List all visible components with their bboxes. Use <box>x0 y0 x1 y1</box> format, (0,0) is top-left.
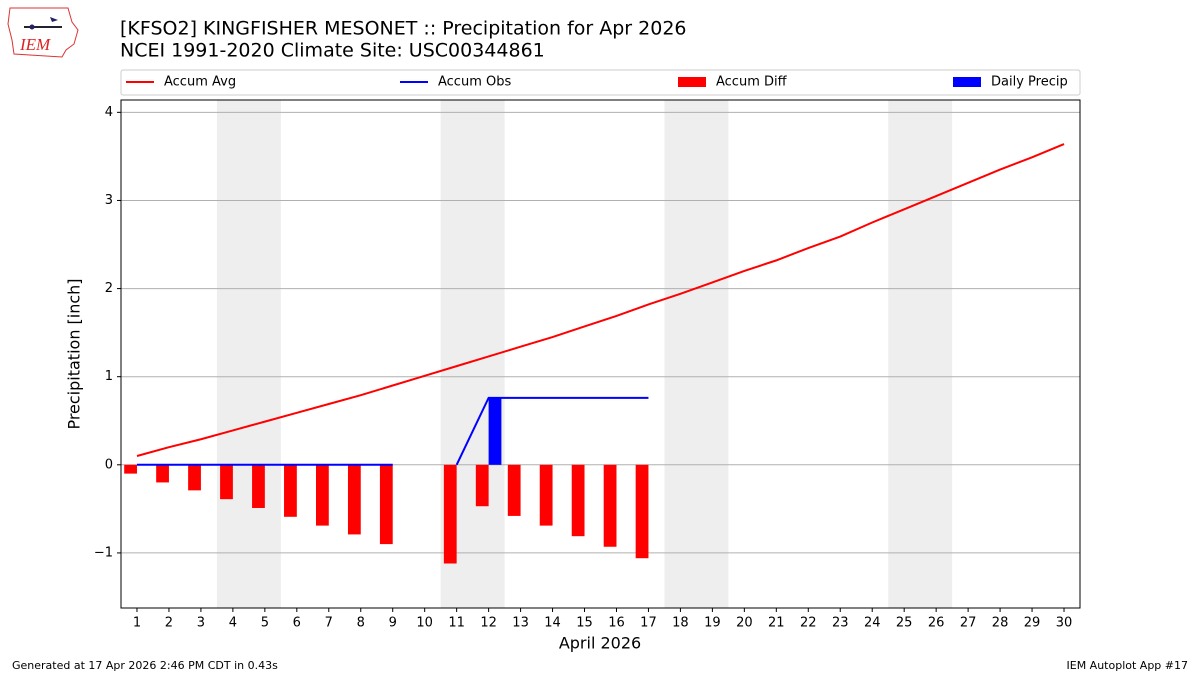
x-tick-label: 11 <box>448 616 465 631</box>
bar <box>488 397 502 465</box>
x-tick-label: 30 <box>1056 616 1073 631</box>
x-tick-label: 18 <box>672 616 689 631</box>
x-axis-label: April 2026 <box>559 634 641 653</box>
y-tick-label: 4 <box>105 105 113 120</box>
x-tick-label: 22 <box>800 616 817 631</box>
x-tick-label: 6 <box>293 616 301 631</box>
x-tick-label: 26 <box>928 616 945 631</box>
x-tick-label: 29 <box>1024 616 1041 631</box>
x-tick-label: 12 <box>480 616 497 631</box>
bar <box>188 464 201 491</box>
y-tick-label: −1 <box>94 545 113 560</box>
bar <box>475 464 489 507</box>
x-tick-label: 9 <box>389 616 397 631</box>
bar <box>571 464 585 537</box>
legend-swatch <box>953 77 981 87</box>
x-tick-label: 25 <box>896 616 913 631</box>
plot-frame <box>120 99 1081 609</box>
x-tick-label: 14 <box>544 616 561 631</box>
bar <box>252 464 265 508</box>
bar <box>539 464 553 526</box>
x-tick-label: 27 <box>960 616 977 631</box>
x-tick-label: 7 <box>325 616 333 631</box>
logo-text: IEM <box>19 35 51 54</box>
x-tick-label: 24 <box>864 616 881 631</box>
x-tick-label: 8 <box>357 616 365 631</box>
weekend-shade <box>888 100 953 608</box>
legend <box>120 69 1081 96</box>
bar <box>124 464 137 474</box>
legend-label: Daily Precip <box>991 75 1068 90</box>
bar <box>315 464 329 526</box>
x-tick-label: 19 <box>704 616 721 631</box>
x-tick-label: 21 <box>768 616 785 631</box>
line <box>136 396 649 466</box>
bar <box>156 464 169 483</box>
bar <box>635 464 649 559</box>
bar <box>220 464 233 500</box>
x-tick-label: 13 <box>512 616 529 631</box>
x-tick-label: 23 <box>832 616 849 631</box>
y-tick-label: 1 <box>105 369 113 384</box>
bar <box>443 464 457 564</box>
x-tick-label: 1 <box>133 616 141 631</box>
x-tick-label: 4 <box>229 616 237 631</box>
bar <box>347 464 361 535</box>
legend-label: Accum Diff <box>716 75 788 90</box>
x-tick-label: 2 <box>165 616 173 631</box>
x-tick-label: 20 <box>736 616 753 631</box>
legend-label: Accum Obs <box>438 75 511 90</box>
x-tick-label: 28 <box>992 616 1009 631</box>
x-tick-label: 10 <box>416 616 433 631</box>
bar <box>284 464 297 517</box>
y-tick-label: 2 <box>105 281 113 296</box>
logo: IEM <box>7 7 79 58</box>
bar <box>379 464 393 545</box>
footer-left: Generated at 17 Apr 2026 2:46 PM CDT in … <box>12 659 278 672</box>
y-tick-label: 3 <box>105 193 113 208</box>
y-axis-label: Precipitation [inch] <box>65 278 84 429</box>
chart-subtitle: NCEI 1991-2020 Climate Site: USC00344861 <box>120 40 545 62</box>
y-tick-label: 0 <box>105 457 113 472</box>
x-tick-label: 5 <box>261 616 269 631</box>
bar <box>507 464 521 516</box>
chart-title: [KFSO2] KINGFISHER MESONET :: Precipitat… <box>120 18 687 40</box>
weekend-shade <box>216 100 281 608</box>
bar <box>603 464 617 547</box>
x-tick-label: 15 <box>576 616 593 631</box>
x-tick-label: 3 <box>197 616 205 631</box>
x-tick-label: 17 <box>640 616 657 631</box>
x-tick-label: 16 <box>608 616 625 631</box>
legend-swatch <box>678 77 706 87</box>
line <box>136 143 1065 457</box>
legend-label: Accum Avg <box>164 75 236 90</box>
weekend-shade <box>664 100 729 608</box>
footer-right: IEM Autoplot App #17 <box>1067 659 1189 672</box>
